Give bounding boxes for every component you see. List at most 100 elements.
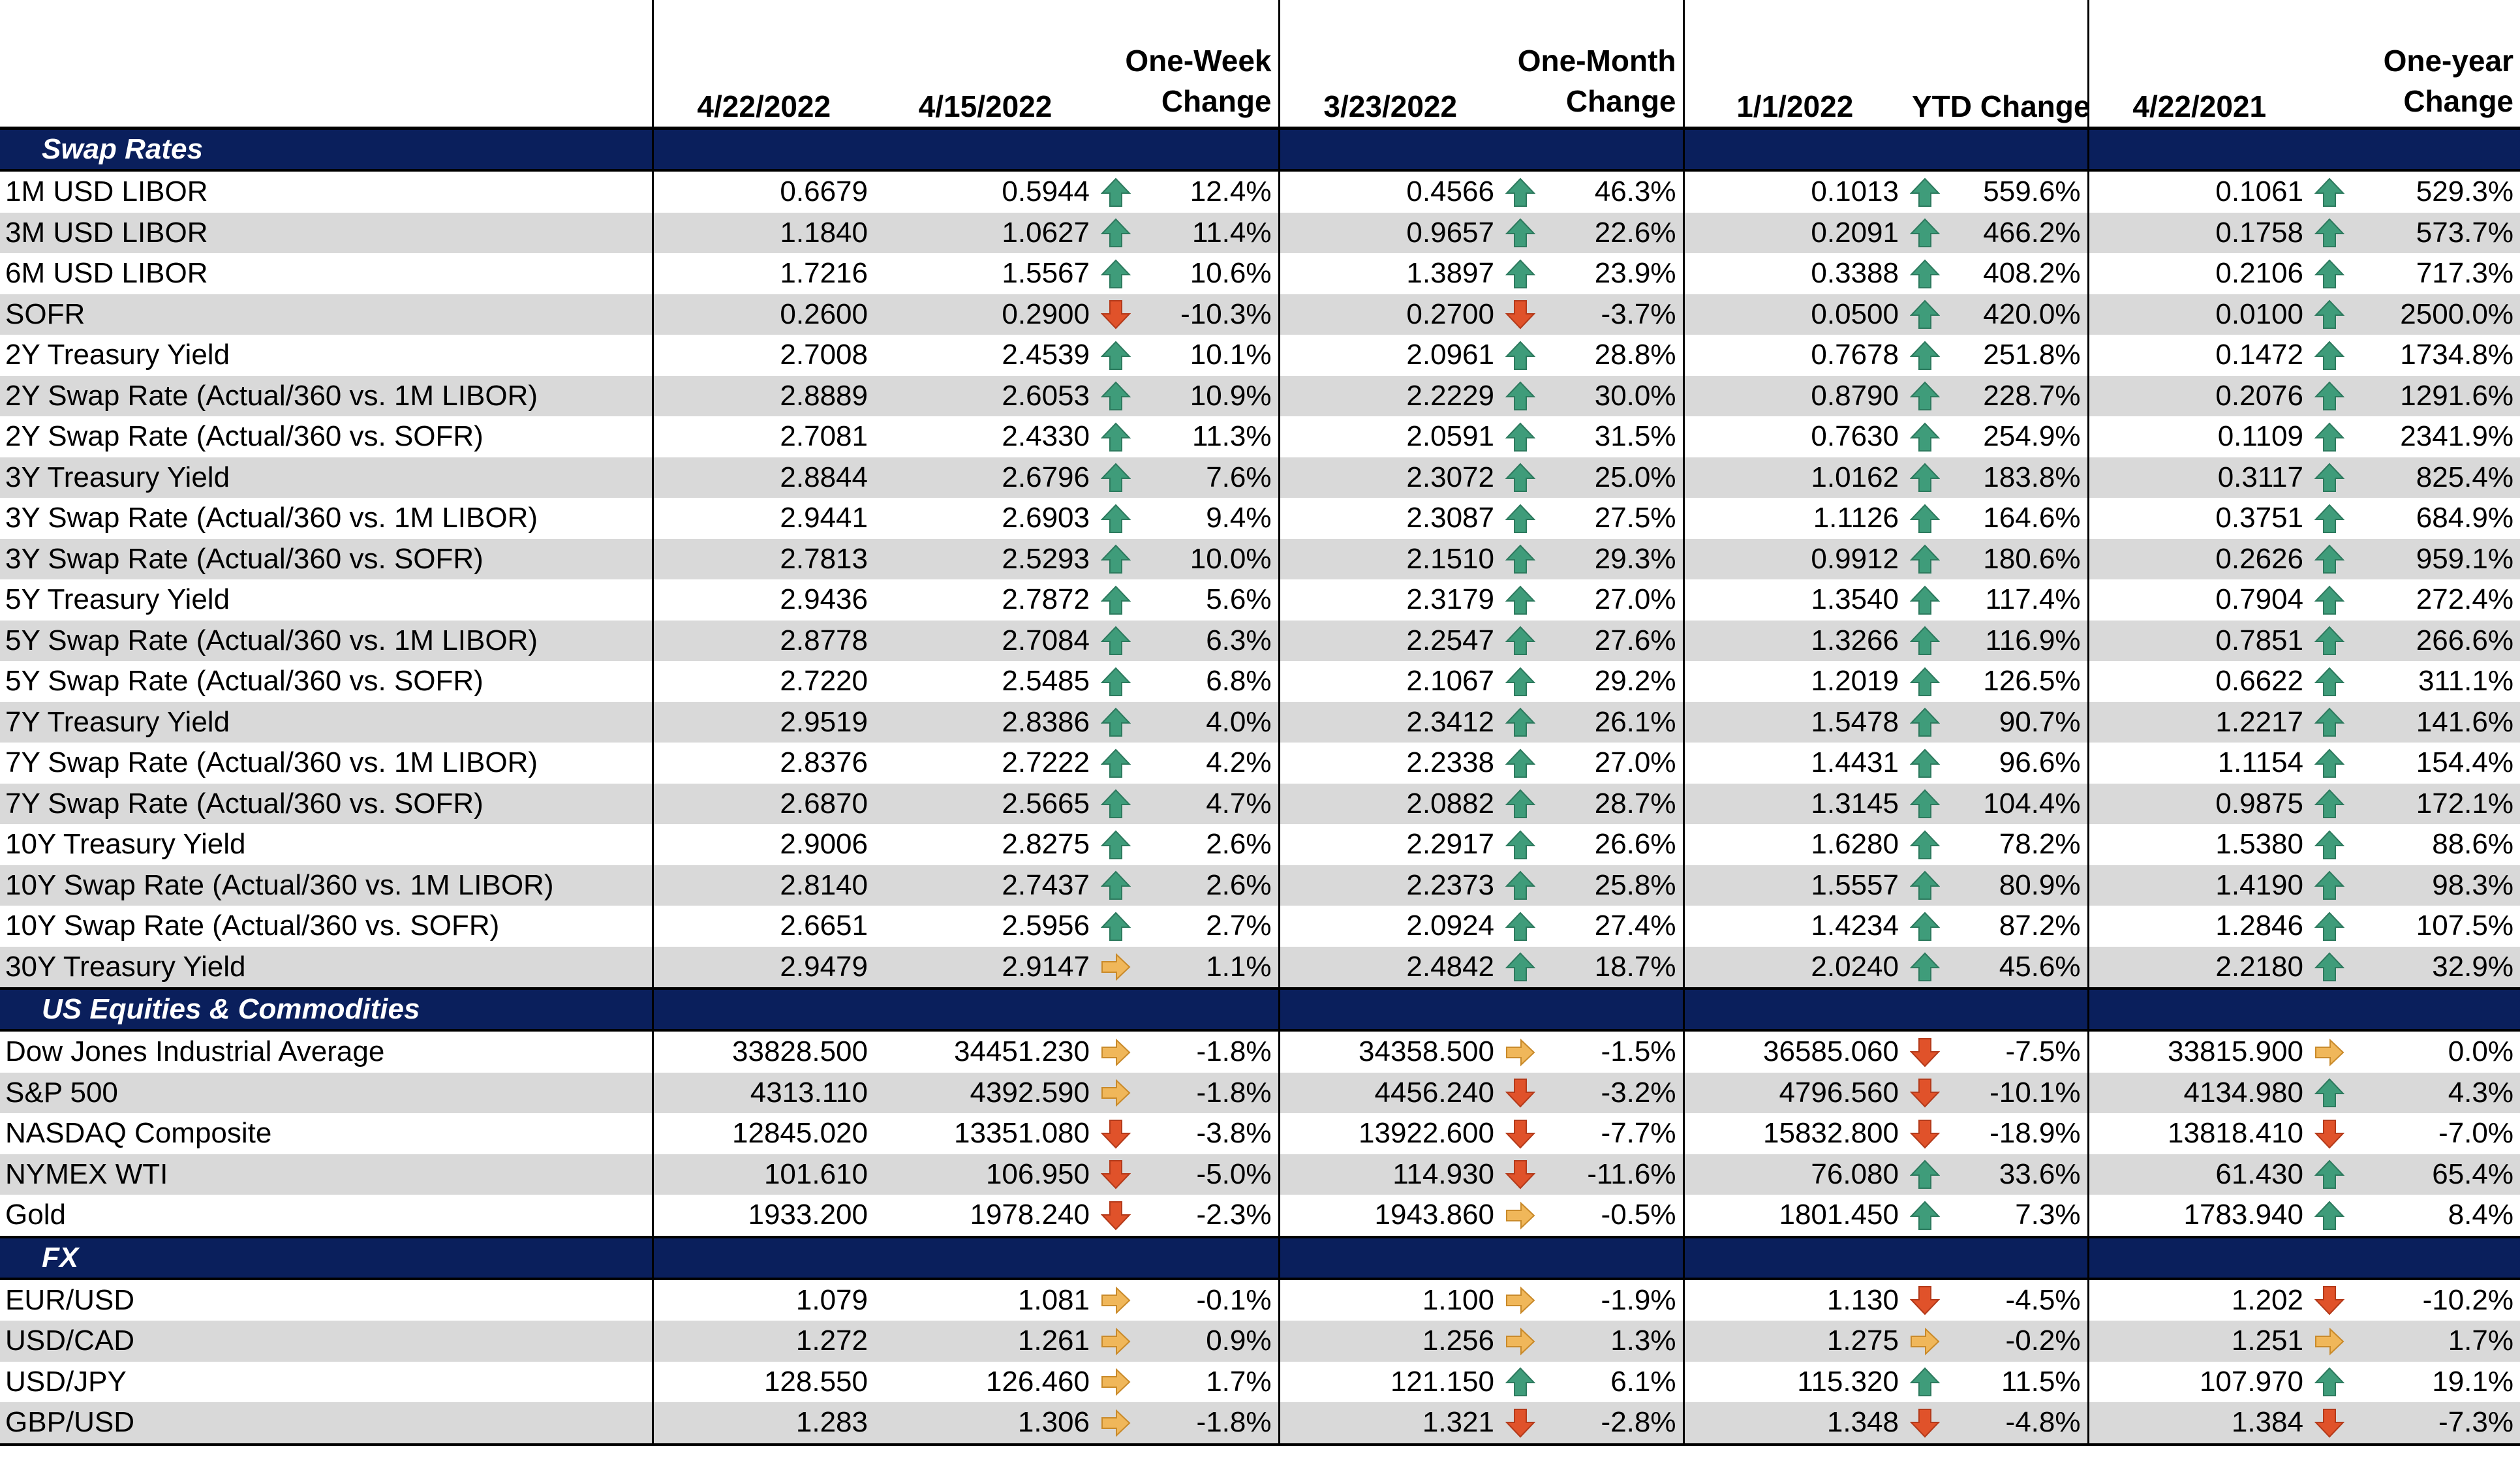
arrow-flat-icon [1101,1075,1131,1107]
value-month-ago: 2.0924 [1406,910,1494,942]
value-month-ago: 13922.600 [1359,1117,1494,1150]
arrow-flat-icon [1910,1324,1940,1356]
value-current: 1.1840 [653,212,874,253]
table-row: 7Y Treasury Yield 2.9519 2.8386 4.0% 2.3412 2… [0,701,2520,743]
arrow-up-icon [1505,338,1535,370]
table-row: S&P 500 4313.110 4392.590 -1.8% 4456.240 -3.2… [0,1072,2520,1113]
arrow-down-icon [2314,1283,2344,1315]
ytd-arrow-cell [1905,294,1944,335]
one-month-change: 26.1% [1540,701,1685,743]
one-month-change: 27.0% [1540,743,1685,784]
row-label: 5Y Swap Rate (Actual/360 vs. 1M LIBOR) [0,620,654,661]
section-header-fill [2310,1236,2520,1280]
value-year-start: 1.275 [1683,1321,1905,1362]
section-header-fill [1279,1236,1501,1280]
arrow-down-icon [1505,297,1535,330]
value-year-ago: 0.1061 [2215,176,2303,208]
row-label: 10Y Swap Rate (Actual/360 vs. SOFR) [0,906,654,947]
value-year-ago: 61.430 [2088,1154,2310,1195]
week-arrow-cell [1096,579,1135,621]
arrow-up-icon [1505,215,1535,248]
one-year-change: -7.0% [2438,1117,2513,1150]
value-current: 2.7081 [780,420,868,453]
month-arrow-cell [1501,457,1540,498]
table-row: Dow Jones Industrial Average 33828.500 344… [0,1030,2520,1073]
week-arrow-cell [1096,865,1135,906]
one-year-change: 717.3% [2416,257,2513,290]
table-row: NYMEX WTI 101.610 106.950 -5.0% 114.930 -11.6… [0,1154,2520,1195]
table-row: 10Y Swap Rate (Actual/360 vs. 1M LIBOR) 2… [0,865,2520,906]
value-week-ago: 2.7084 [874,620,1096,661]
row-label: 2Y Treasury Yield [0,335,654,376]
ytd-arrow-cell [1905,824,1944,865]
value-year-start: 0.7678 [1811,339,1899,371]
month-arrow-cell [1501,824,1540,865]
arrow-flat-icon [1101,1405,1131,1437]
arrow-flat-icon [1101,1364,1131,1396]
value-year-ago: 0.2076 [2088,375,2310,416]
arrow-up-icon [1910,215,1940,248]
value-week-ago: 0.5944 [1002,176,1090,208]
ytd-arrow-cell [1905,375,1944,416]
arrow-down-icon [1101,1198,1131,1231]
arrow-up-icon [1101,746,1131,778]
ytd-arrow-cell [1905,579,1944,621]
value-month-ago: 1943.860 [1279,1195,1501,1238]
arrow-up-icon [2314,1364,2344,1397]
arrow-up-icon [2314,378,2344,411]
one-year-change: 266.6% [2349,620,2520,661]
one-week-change: 2.6% [1135,824,1280,865]
value-year-ago: 1.2217 [2088,701,2310,743]
header-one-month-change: One-Month Change [1501,0,1685,130]
arrow-down-icon [1505,1157,1535,1189]
row-label: 1M USD LIBOR [0,170,654,213]
ytd-arrow-cell [1905,416,1944,457]
value-year-start: 1.3540 [1811,583,1899,616]
value-month-ago: 2.3412 [1279,701,1501,743]
ytd-arrow-cell [1905,1362,1944,1403]
value-year-start: 1801.450 [1683,1195,1905,1238]
value-current: 0.6679 [780,176,868,208]
value-week-ago: 2.4539 [1002,339,1090,371]
arrow-up-icon [2314,501,2344,533]
one-year-change: -10.2% [2422,1283,2513,1316]
ytd-change: 33.6% [1944,1154,2089,1195]
arrow-up-icon [1505,175,1535,207]
section-header-fill [1501,989,1685,1032]
value-current: 2.8140 [653,865,874,906]
value-year-ago: 0.1109 [2217,420,2303,453]
value-month-ago: 2.2547 [1279,620,1501,661]
value-year-start: 2.0240 [1683,946,1905,990]
arrow-up-icon [1505,378,1535,411]
row-label: 10Y Swap Rate (Actual/360 vs. 1M LIBOR) [0,865,654,906]
one-month-change: 25.0% [1540,457,1685,498]
year-arrow-cell [2310,701,2349,743]
arrow-up-icon [1505,1364,1535,1397]
header-one-week-line1: One-Week [1125,44,1272,78]
section-header-fill [2088,1236,2310,1280]
ytd-arrow-cell [1905,538,1944,579]
value-year-start: 1.3266 [1683,620,1905,661]
arrow-up-icon [1505,949,1535,982]
arrow-up-icon [1910,501,1940,533]
header-date-week: 4/15/2022 [874,0,1096,130]
value-month-ago: 2.0591 [1406,420,1494,453]
one-week-change: 4.0% [1135,701,1280,743]
one-year-change: 825.4% [2349,457,2520,498]
table-row: 3Y Swap Rate (Actual/360 vs. SOFR) 2.7813… [0,538,2520,579]
header-date-ytd: 1/1/2022 [1683,0,1905,130]
one-week-change: 9.4% [1135,498,1280,539]
value-current: 1.283 [653,1402,874,1446]
one-week-change: -1.8% [1135,1072,1280,1113]
year-arrow-cell [2310,1195,2349,1238]
value-week-ago: 2.5485 [1002,665,1090,698]
table-row: 7Y Swap Rate (Actual/360 vs. 1M LIBOR) 2.… [0,743,2520,784]
value-current: 128.550 [763,1365,868,1398]
one-month-change: 6.1% [1540,1361,1685,1402]
month-arrow-cell [1501,212,1540,253]
ytd-change: -7.5% [1944,1030,2089,1073]
arrow-up-icon [1910,297,1940,330]
arrow-up-icon [1910,420,1940,452]
value-month-ago: 2.0882 [1279,783,1501,824]
row-label: EUR/USD [0,1278,654,1321]
